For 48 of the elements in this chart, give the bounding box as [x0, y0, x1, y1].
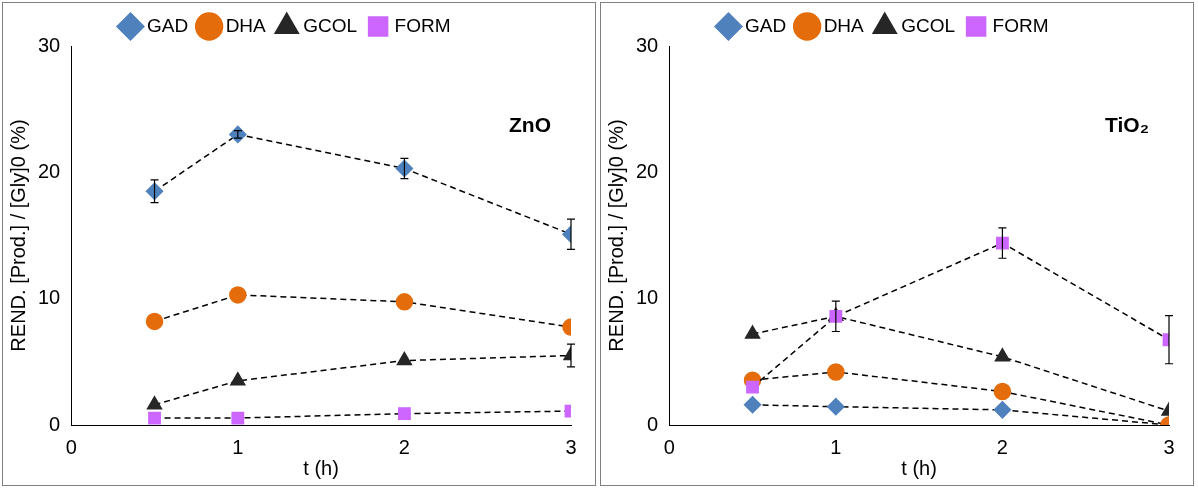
point: [827, 363, 845, 381]
legend-label: GCOL: [901, 14, 956, 36]
legend-label: DHA: [823, 14, 865, 36]
point: [827, 397, 845, 416]
legend-label: GCOL: [303, 14, 358, 36]
y-tick-label: 30: [636, 33, 659, 56]
point: [145, 312, 164, 331]
legend-label: GAD: [146, 14, 189, 36]
x-tick-label: 0: [663, 435, 675, 458]
point: [229, 125, 247, 144]
point: [994, 348, 1011, 362]
point: [229, 286, 247, 304]
point: [395, 293, 414, 311]
x-tick-label: 3: [1163, 435, 1175, 458]
point: [231, 411, 245, 425]
point: [993, 401, 1012, 419]
point: [746, 380, 759, 394]
y-axis-title: REND. [Prod.] / [Gly]0 (%): [604, 119, 627, 352]
x-axis-title: t (h): [901, 456, 937, 479]
annotation: ZnO: [509, 112, 551, 136]
legend-label: GAD: [744, 14, 787, 36]
point: [396, 351, 413, 366]
legend-label: FORM: [992, 14, 1049, 36]
y-axis-title: REND. [Prod.] / [Gly]0 (%): [6, 119, 29, 352]
y-tick-label: 20: [38, 159, 61, 182]
legend-label: FORM: [394, 14, 451, 36]
y-tick-label: 20: [636, 159, 659, 182]
x-tick-label: 3: [565, 435, 577, 458]
annotation: TiO₂: [1105, 112, 1149, 136]
point: [146, 396, 163, 410]
x-tick-label: 1: [232, 435, 244, 458]
y-tick-label: 10: [636, 286, 659, 309]
x-tick-label: 2: [398, 435, 410, 458]
x-tick-label: 1: [830, 435, 842, 458]
point: [743, 396, 762, 414]
point: [744, 325, 761, 339]
y-tick-label: 0: [49, 412, 61, 435]
y-tick-label: 0: [647, 412, 659, 435]
point: [148, 411, 161, 425]
x-tick-label: 2: [996, 435, 1008, 458]
x-axis-title: t (h): [303, 456, 339, 479]
point: [993, 382, 1012, 401]
y-tick-label: 10: [38, 286, 61, 309]
x-tick-label: 0: [65, 435, 77, 458]
legend-label: DHA: [225, 14, 267, 36]
point: [398, 407, 411, 421]
y-tick-label: 30: [38, 33, 61, 56]
point: [230, 372, 246, 386]
